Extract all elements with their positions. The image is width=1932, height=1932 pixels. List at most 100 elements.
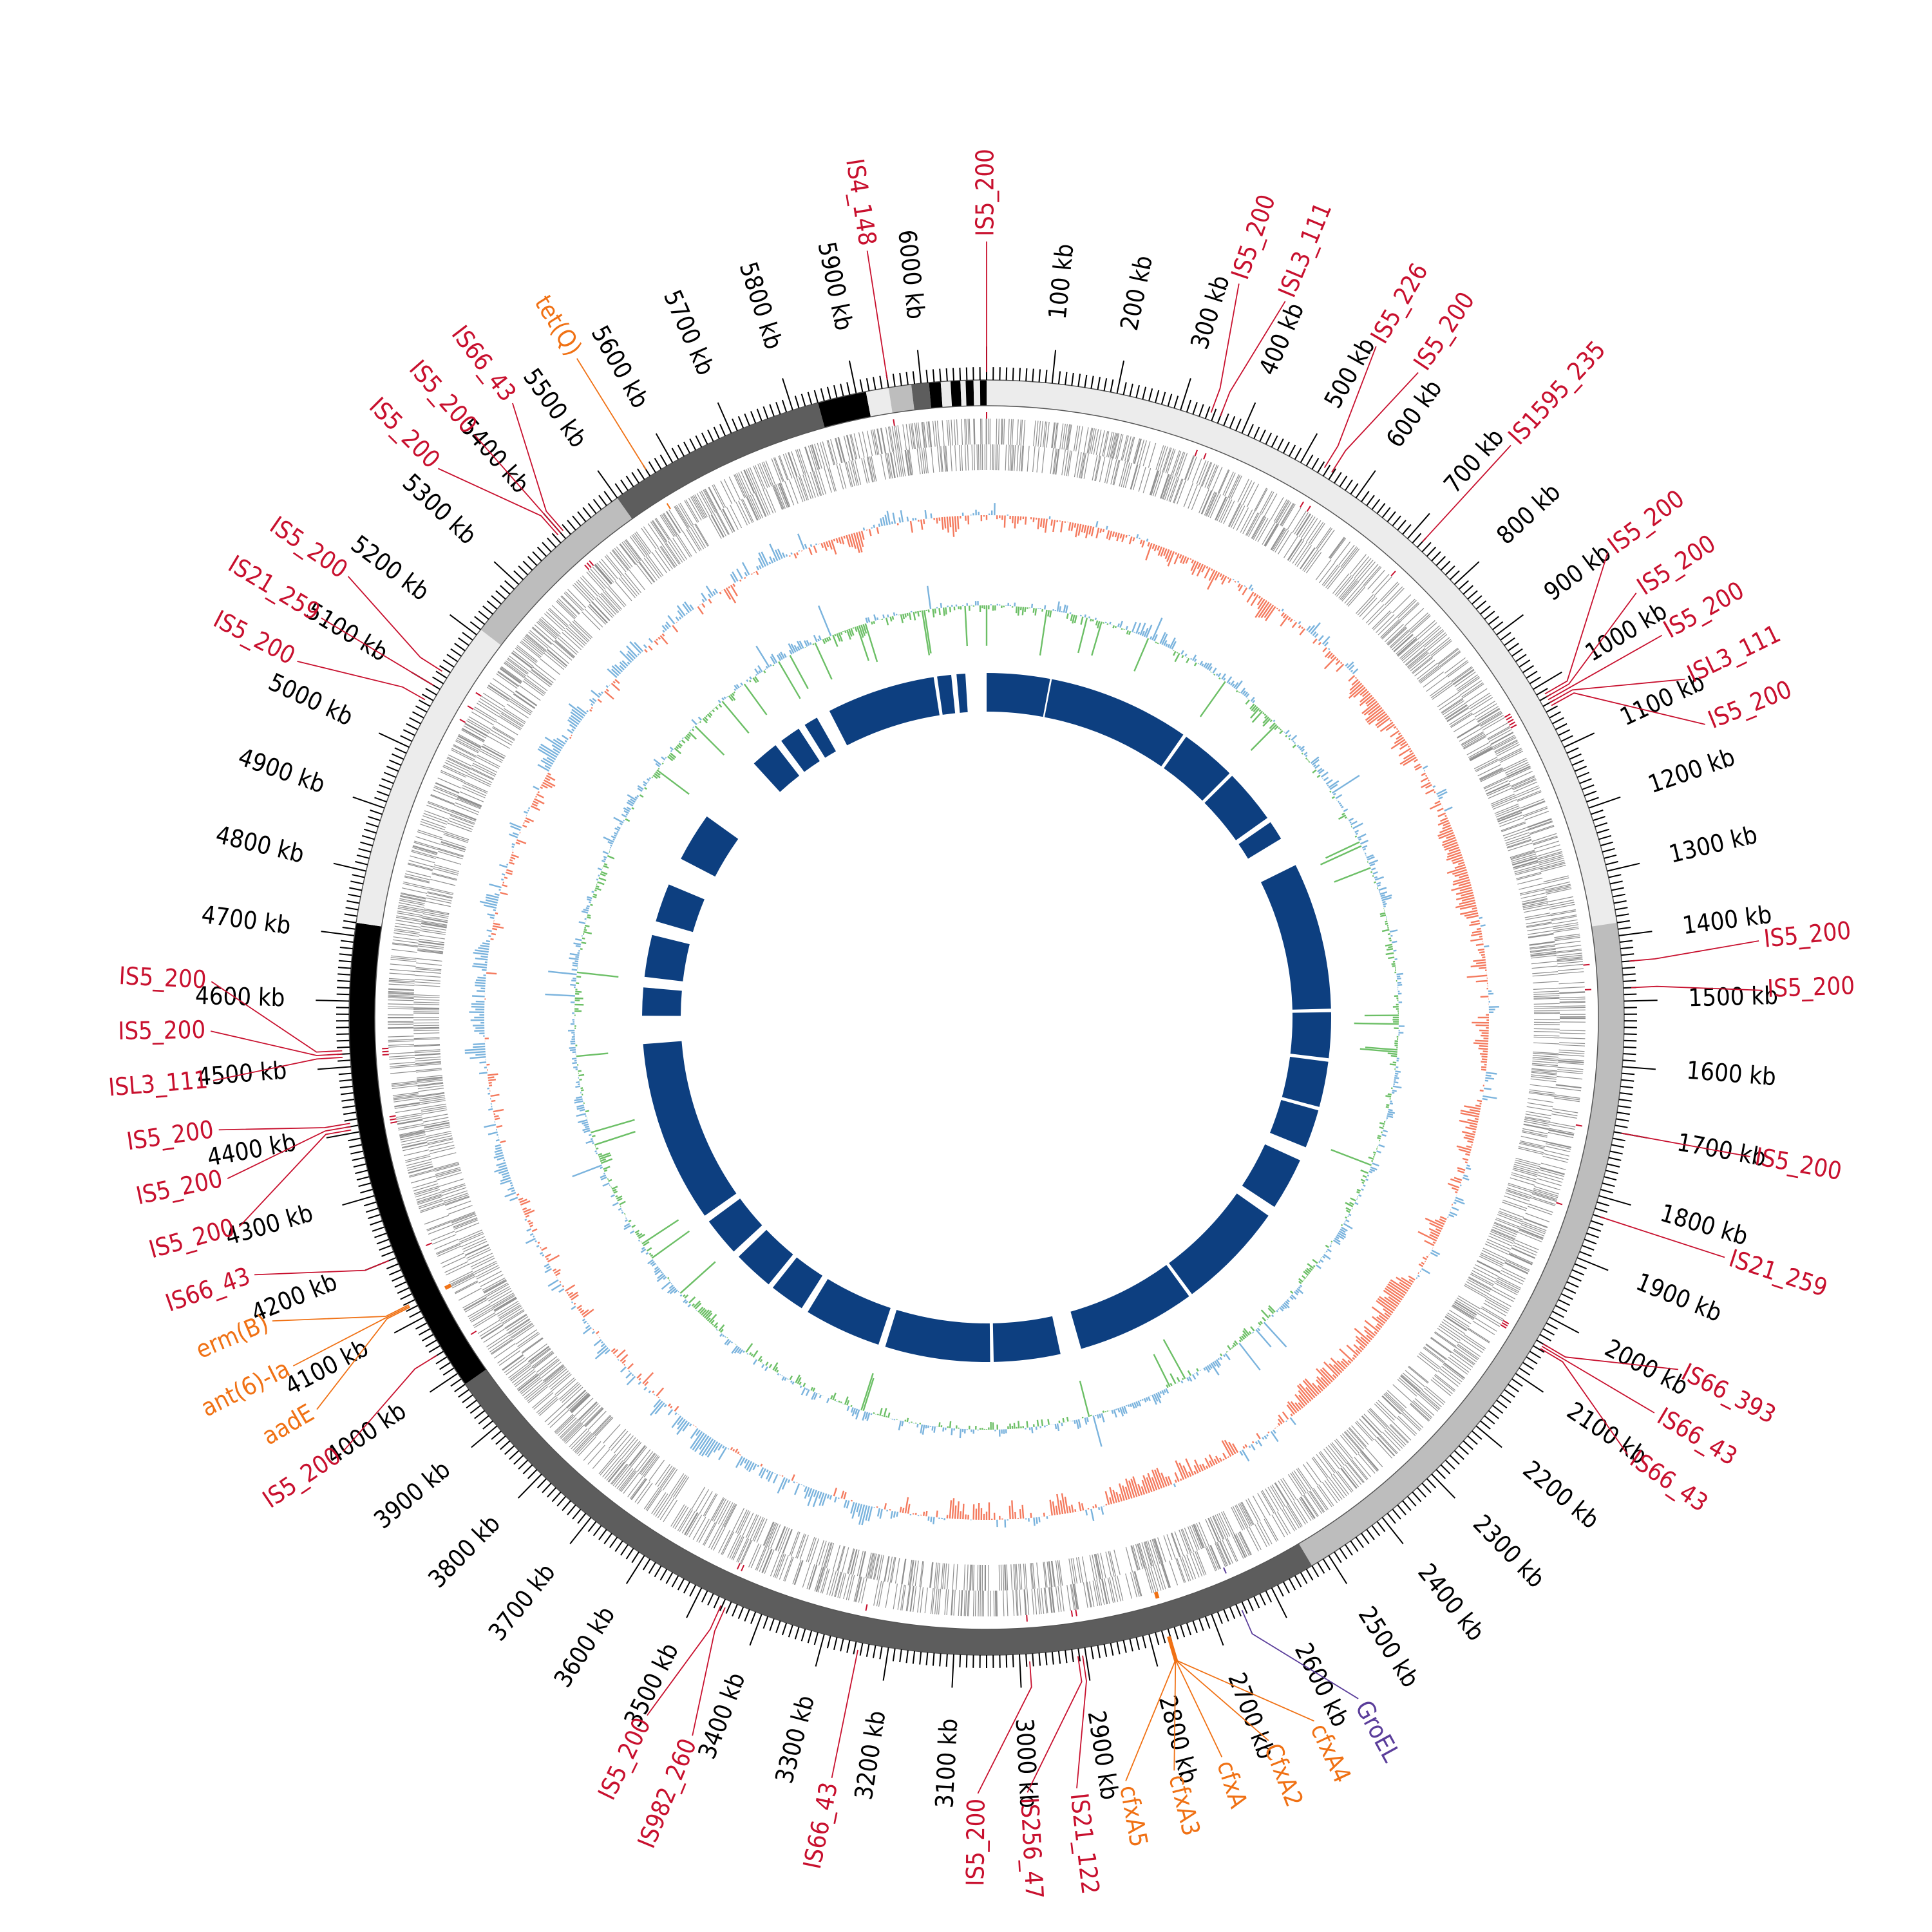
annotation-marker <box>425 1242 432 1247</box>
blast-hit-arc <box>804 717 837 758</box>
leader-line <box>977 1661 1032 1794</box>
blast-hit-arc <box>1290 1012 1332 1059</box>
contig-segment <box>356 629 502 927</box>
blast-hit-arc <box>738 1229 793 1285</box>
contig-segment <box>617 402 825 519</box>
blast-hit-arc <box>1238 822 1282 859</box>
tick-label: 1500 kb <box>1688 981 1778 1012</box>
blast-hit-arc <box>644 934 690 981</box>
leader-line <box>1544 552 1609 695</box>
annotation-marker <box>1300 501 1305 508</box>
leader-line <box>316 1306 411 1410</box>
leader-line <box>1546 592 1637 697</box>
leader-line <box>254 1260 390 1276</box>
blast-hit-arc <box>643 1041 737 1216</box>
leader-line <box>1168 1636 1177 1771</box>
leader-line <box>1210 283 1240 413</box>
leader-line <box>272 1304 410 1321</box>
leader-line <box>1170 1636 1314 1722</box>
annotation-marker <box>1500 1324 1507 1329</box>
annotation-marker <box>1502 1320 1510 1325</box>
tick-label: 4500 kb <box>196 1056 287 1092</box>
gc-content-track <box>545 585 1405 1447</box>
leader-line <box>1600 1216 1725 1258</box>
annotation-label: IS5_200 <box>118 1016 206 1045</box>
blast-hit-arc <box>772 1257 823 1309</box>
annotation-marker <box>459 719 466 723</box>
leader-line <box>1541 1345 1655 1414</box>
leader-line <box>213 1057 343 1081</box>
leader-line <box>227 1126 351 1179</box>
annotation-marker <box>1575 1124 1582 1127</box>
blast-hit-arc <box>1270 1100 1319 1148</box>
annotation-marker <box>586 562 592 569</box>
annotation-marker <box>1390 571 1396 576</box>
leader-line <box>692 1607 726 1736</box>
blast-hit-arc <box>1204 775 1268 840</box>
contig-segment <box>965 380 974 406</box>
leader-line <box>1631 985 1763 991</box>
annotation-marker <box>865 1604 868 1611</box>
annotation-marker <box>584 564 590 571</box>
annotation-marker <box>1075 1609 1077 1616</box>
leader-line <box>473 434 562 533</box>
leader-line <box>210 1030 343 1056</box>
leader-line <box>1621 1132 1750 1157</box>
gc-content-below <box>574 605 1399 1430</box>
gc-skew-positive <box>464 503 1499 1528</box>
blast-hit-arc <box>1242 1144 1300 1208</box>
contig-segment <box>929 381 943 408</box>
annotation-marker <box>444 1283 451 1288</box>
contig-segment <box>480 498 632 645</box>
leader-line <box>1549 678 1685 703</box>
contig-segment <box>888 384 914 413</box>
contig-segment <box>987 380 1617 927</box>
leader-line <box>576 358 647 470</box>
leader-line <box>321 617 434 686</box>
annotation-marker <box>1223 1567 1227 1574</box>
gene-tracks <box>387 418 1586 1617</box>
leader-line <box>438 468 559 536</box>
annotation-marker <box>1509 721 1515 726</box>
leader-line <box>347 576 442 672</box>
tick-label: 4600 kb <box>195 981 285 1012</box>
blast-hit-arc <box>885 1309 990 1362</box>
annotation-marker <box>390 1118 397 1121</box>
annotation-marker <box>467 705 474 710</box>
contig-segment <box>950 380 961 407</box>
blast-hit-arc <box>708 1198 762 1252</box>
blast-hit-arc <box>781 728 820 772</box>
annotation-marker <box>1153 1592 1157 1599</box>
annotation-label: IS256_47 <box>1015 1797 1048 1900</box>
annotation-marker <box>1506 715 1513 721</box>
contig-segment <box>973 380 981 406</box>
contig-segment <box>818 391 871 428</box>
leader-line <box>292 1305 410 1367</box>
annotation-marker <box>1501 1321 1508 1327</box>
annotation-label: IS5_200 <box>961 1799 990 1886</box>
leader-line <box>1323 346 1377 468</box>
leader-line <box>343 1354 437 1452</box>
annotation-marker <box>382 1047 389 1050</box>
contig-segment <box>1298 922 1625 1566</box>
blast-hit-arc <box>829 677 940 746</box>
contig-segment <box>349 922 486 1385</box>
leader-line <box>1125 1636 1176 1781</box>
annotation-marker <box>741 1564 745 1571</box>
blast-hit-arc <box>642 987 682 1016</box>
blast-hit-arc <box>956 674 968 713</box>
blast-hit-arc <box>1260 865 1331 1010</box>
contig-ring <box>349 379 1625 1655</box>
annotation-marker <box>390 1121 397 1124</box>
annotation-marker <box>1194 450 1198 457</box>
leader-line <box>211 981 343 1053</box>
annotation-marker <box>1203 453 1207 460</box>
leader-line <box>1076 1655 1087 1788</box>
annotation-marker <box>1510 724 1517 729</box>
leader-line <box>1168 1636 1223 1757</box>
leader-line <box>1551 692 1706 725</box>
contig-segment <box>960 380 967 406</box>
blast-hit-arc <box>992 1316 1061 1362</box>
blast-hit-arc <box>1169 1193 1269 1294</box>
leader-line <box>1422 444 1511 542</box>
